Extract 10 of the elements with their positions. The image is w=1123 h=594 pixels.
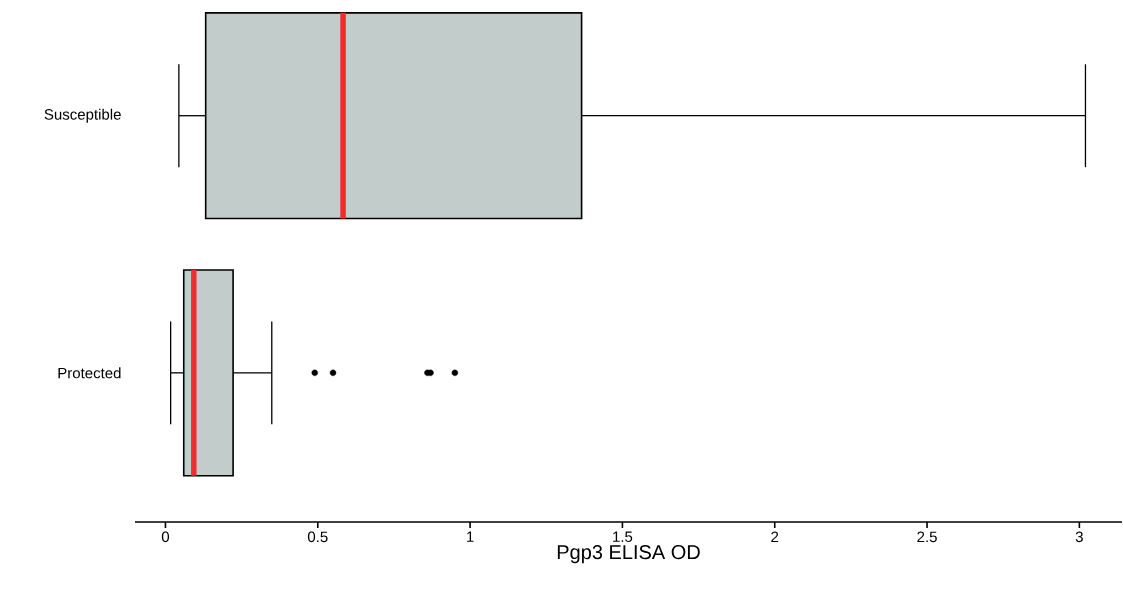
x-tick-label: 0	[161, 531, 170, 543]
x-tick-label: 3	[1075, 531, 1083, 543]
x-tick-label: 1	[467, 531, 474, 542]
x-tick-label: 2.5	[917, 531, 937, 543]
x-tick-label: 0.5	[307, 531, 328, 543]
x-axis-title: Pgp3 ELISA OD	[557, 545, 700, 564]
y-tick-label: Protected	[58, 367, 121, 379]
x-tick-label: 2	[771, 531, 779, 543]
x-tick-label: 1.5	[613, 531, 633, 542]
y-tick-label: Susceptible	[44, 108, 121, 123]
